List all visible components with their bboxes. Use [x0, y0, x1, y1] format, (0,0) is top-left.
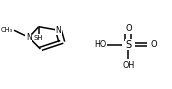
Text: O: O [151, 40, 157, 49]
Text: HO: HO [94, 40, 106, 49]
Text: OH: OH [122, 61, 135, 70]
Text: SH: SH [34, 35, 44, 41]
Text: CH₃: CH₃ [1, 27, 13, 33]
Text: N: N [26, 33, 32, 42]
Text: O: O [125, 24, 132, 33]
Text: N: N [56, 26, 61, 35]
Text: S: S [125, 40, 131, 49]
